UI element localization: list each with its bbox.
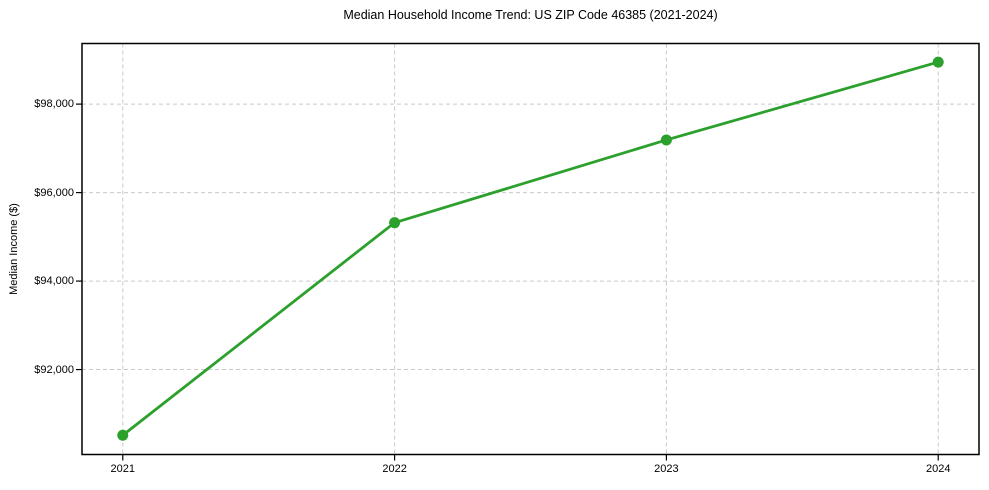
data-point-marker <box>117 429 129 441</box>
y-tick-label: $94,000 <box>34 275 74 288</box>
data-point-marker <box>660 134 672 146</box>
x-tick-label: 2023 <box>654 463 679 475</box>
y-tick-label: $96,000 <box>34 186 74 199</box>
x-tick-label: 2022 <box>382 463 407 475</box>
data-point-marker <box>932 56 944 68</box>
data-point-marker <box>389 217 401 229</box>
x-tick-label: 2021 <box>110 463 136 475</box>
trend-line <box>121 60 940 437</box>
x-tick-label: 2024 <box>925 463 951 475</box>
y-tick-label: $92,000 <box>34 363 74 376</box>
y-tick-label: $98,000 <box>34 98 74 111</box>
chart-title: Median Household Income Trend: US ZIP Co… <box>343 8 718 22</box>
plot-frame <box>81 42 980 456</box>
